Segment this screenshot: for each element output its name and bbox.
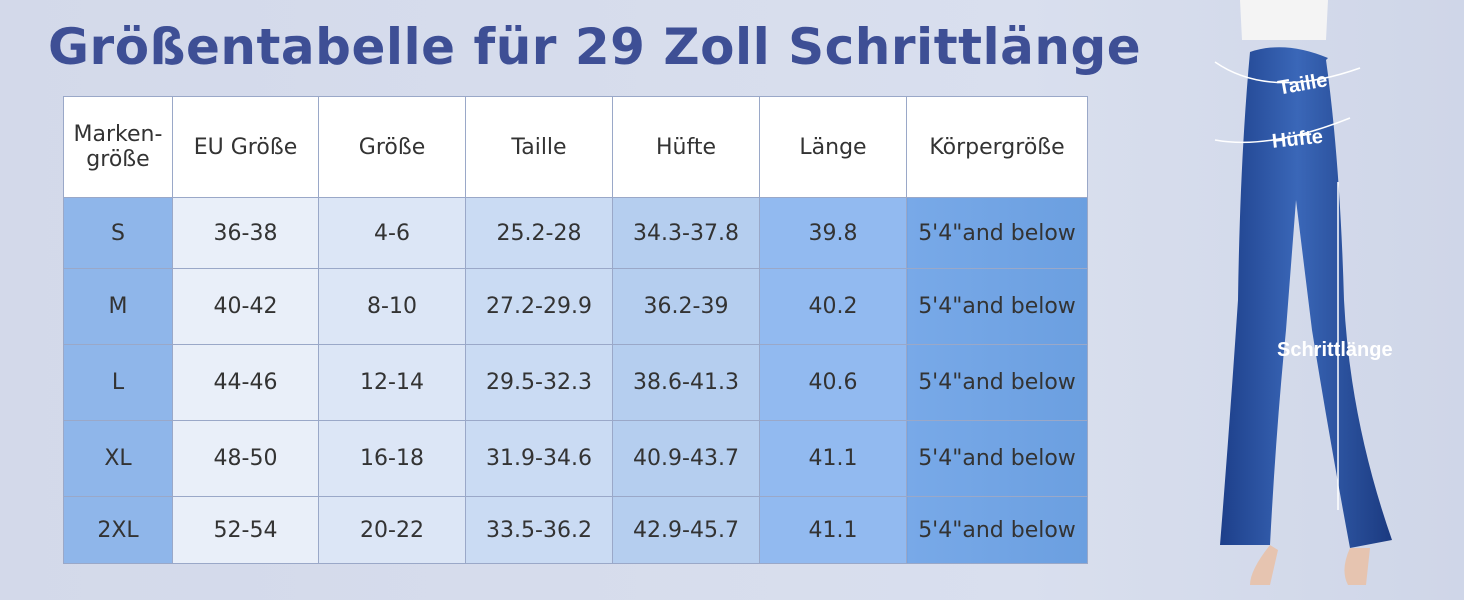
table-cell: 25.2-28 xyxy=(465,197,613,269)
table-cell: 4-6 xyxy=(318,197,466,269)
table-cell: 12-14 xyxy=(318,344,466,421)
feet xyxy=(1250,545,1370,585)
table-cell: 52-54 xyxy=(172,496,319,564)
waist-line xyxy=(1214,61,1361,84)
table-cell: 36-38 xyxy=(172,197,319,269)
table-cell: 2XL xyxy=(63,496,173,564)
table-cell: 31.9-34.6 xyxy=(465,420,613,497)
table-cell: 20-22 xyxy=(318,496,466,564)
table-cell: 40.9-43.7 xyxy=(612,420,760,497)
table-cell: 5'4"and below xyxy=(906,268,1088,345)
hip-line xyxy=(1214,117,1351,144)
table-cell: 40.6 xyxy=(759,344,907,421)
table-cell: 40.2 xyxy=(759,268,907,345)
table-row: 2XL 52-54 20-22 33.5-36.2 42.9-45.7 41.1 5'4"a… xyxy=(63,496,1088,564)
table-cell: 41.1 xyxy=(759,420,907,497)
table-cell: 5'4"and below xyxy=(906,420,1088,497)
table-row: XL 48-50 16-18 31.9-34.6 40.9-43.7 41.1 5'4"an… xyxy=(63,420,1088,497)
table-cell: 40-42 xyxy=(172,268,319,345)
table-cell: 5'4"and below xyxy=(906,496,1088,564)
header-cell: Taille xyxy=(465,96,613,198)
title: Größentabelle für 29 Zoll Schrittlänge xyxy=(48,18,1142,76)
table-cell: 42.9-45.7 xyxy=(612,496,760,564)
table-row: M 40-42 8-10 27.2-29.9 36.2-39 40.2 5'4"and be… xyxy=(63,268,1088,345)
size-table: Marken-größe EU Größe Größe Taille Hüfte Läng… xyxy=(63,96,1088,564)
table-cell: 44-46 xyxy=(172,344,319,421)
table-row: L 44-46 12-14 29.5-32.3 38.6-41.3 40.6 5'4"and… xyxy=(63,344,1088,421)
table-cell: 5'4"and below xyxy=(906,344,1088,421)
table-cell: 38.6-41.3 xyxy=(612,344,760,421)
top xyxy=(1240,0,1328,40)
table-cell: 39.8 xyxy=(759,197,907,269)
table-cell: XL xyxy=(63,420,173,497)
header-cell: EU Größe xyxy=(172,96,319,198)
header-cell: Körpergröße xyxy=(906,96,1088,198)
table-cell: 16-18 xyxy=(318,420,466,497)
inseam-label: Schrittlänge xyxy=(1277,339,1393,361)
jeans-figure: Taille Hüfte Schrittlänge xyxy=(1214,0,1393,585)
header-row: Marken-größe EU Größe Größe Taille Hüfte Läng… xyxy=(63,96,1088,198)
table-row: S 36-38 4-6 25.2-28 34.3-37.8 39.8 5'4"and bel… xyxy=(63,197,1088,269)
table-cell: 5'4"and below xyxy=(906,197,1088,269)
hip-label: Hüfte xyxy=(1271,126,1324,153)
header-cell: Hüfte xyxy=(612,96,760,198)
table-cell: S xyxy=(63,197,173,269)
header-cell: Länge xyxy=(759,96,907,198)
table-cell: 41.1 xyxy=(759,496,907,564)
table-cell: 33.5-36.2 xyxy=(465,496,613,564)
table-cell: 48-50 xyxy=(172,420,319,497)
header-cell: Marken-größe xyxy=(63,96,173,198)
header-cell: Größe xyxy=(318,96,466,198)
table-cell: 8-10 xyxy=(318,268,466,345)
table-cell: 27.2-29.9 xyxy=(465,268,613,345)
table-cell: 34.3-37.8 xyxy=(612,197,760,269)
table-cell: 29.5-32.3 xyxy=(465,344,613,421)
table-cell: 36.2-39 xyxy=(612,268,760,345)
table-cell: M xyxy=(63,268,173,345)
jeans xyxy=(1220,47,1392,548)
table-cell: L xyxy=(63,344,173,421)
